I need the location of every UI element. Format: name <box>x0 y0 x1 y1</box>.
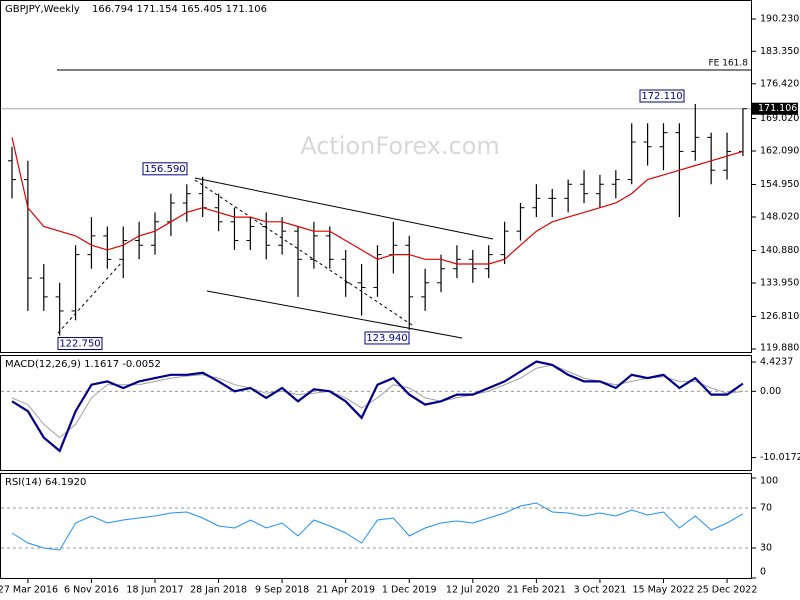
annotation-box <box>57 337 103 351</box>
annotation-box <box>142 162 188 176</box>
moving-average <box>11 137 744 265</box>
channel-lower <box>206 290 463 339</box>
x-tick-label: 3 Oct 2021 <box>574 585 627 596</box>
y-tick-label: 119.880 <box>760 343 799 354</box>
macd-label: MACD(12,26,9) 1.1617 -0.0052 <box>5 359 161 370</box>
macd-line <box>11 360 744 453</box>
x-tick-label: 1 Dec 2019 <box>382 585 437 596</box>
x-tick-label: 12 Jul 2020 <box>446 585 500 596</box>
header-values: 166.794 171.154 165.405 171.106 <box>92 4 267 15</box>
chart-title: GBPJPY,Weekly <box>5 4 80 15</box>
x-tick-label: 28 Jan 2018 <box>190 585 247 596</box>
x-tick-label: 18 Jun 2017 <box>126 585 183 596</box>
y-tick-label: 4.4237 <box>760 357 793 368</box>
channel-upper <box>194 177 494 240</box>
annotation-box <box>639 89 685 103</box>
x-tick-label: 25 Dec 2022 <box>697 585 758 596</box>
y-tick-label: 162.090 <box>760 146 799 157</box>
trendlines <box>57 177 494 339</box>
price-panel <box>0 0 752 353</box>
x-tick-label: 9 Sep 2018 <box>255 585 309 596</box>
y-tick-label: 140.880 <box>760 245 799 256</box>
y-tick-label: 169.020 <box>760 113 799 124</box>
y-tick-label: 154.950 <box>760 179 799 190</box>
rsi-panel <box>0 473 752 579</box>
y-tick-label: 190.230 <box>760 13 799 24</box>
macd-panel <box>0 355 752 471</box>
x-tick-label: 21 Apr 2019 <box>316 585 375 596</box>
annotation-label: 122.750 <box>59 339 100 350</box>
x-tick-label: 21 Feb 2021 <box>507 585 566 596</box>
rsi-line <box>11 502 744 551</box>
dashed-trend <box>194 179 413 326</box>
annotation-label: 172.110 <box>641 91 682 102</box>
price-box-label: 171.106 <box>758 103 797 114</box>
dashed-trend <box>57 261 123 334</box>
y-tick-label: 126.810 <box>760 311 799 322</box>
x-tick-label: 27 Mar 2016 <box>0 585 58 596</box>
annotation-label: 156.590 <box>144 164 185 175</box>
y-tick-label: 0.00 <box>760 386 781 397</box>
rsi-label: RSI(14) 64.1920 <box>5 477 86 488</box>
y-tick-label: 148.020 <box>760 212 799 223</box>
annotation-box <box>364 331 410 345</box>
price-box <box>752 102 798 115</box>
y-tick-label: 183.350 <box>760 46 799 57</box>
fe-label: FE 161.8 <box>709 58 749 68</box>
y-tick-label: 100 <box>760 476 778 487</box>
x-tick-label: 6 Nov 2016 <box>64 585 119 596</box>
y-tick-label: 0 <box>760 567 766 578</box>
y-tick-label: 133.950 <box>760 278 799 289</box>
y-tick-label: 176.420 <box>760 78 799 89</box>
annotation-label: 123.940 <box>366 333 407 344</box>
y-tick-label: -10.0172 <box>760 452 800 463</box>
x-tick-label: 15 May 2022 <box>633 585 695 596</box>
y-tick-label: 70 <box>760 503 772 514</box>
y-tick-label: 30 <box>760 543 772 554</box>
watermark: ActionForex.com <box>300 132 500 160</box>
